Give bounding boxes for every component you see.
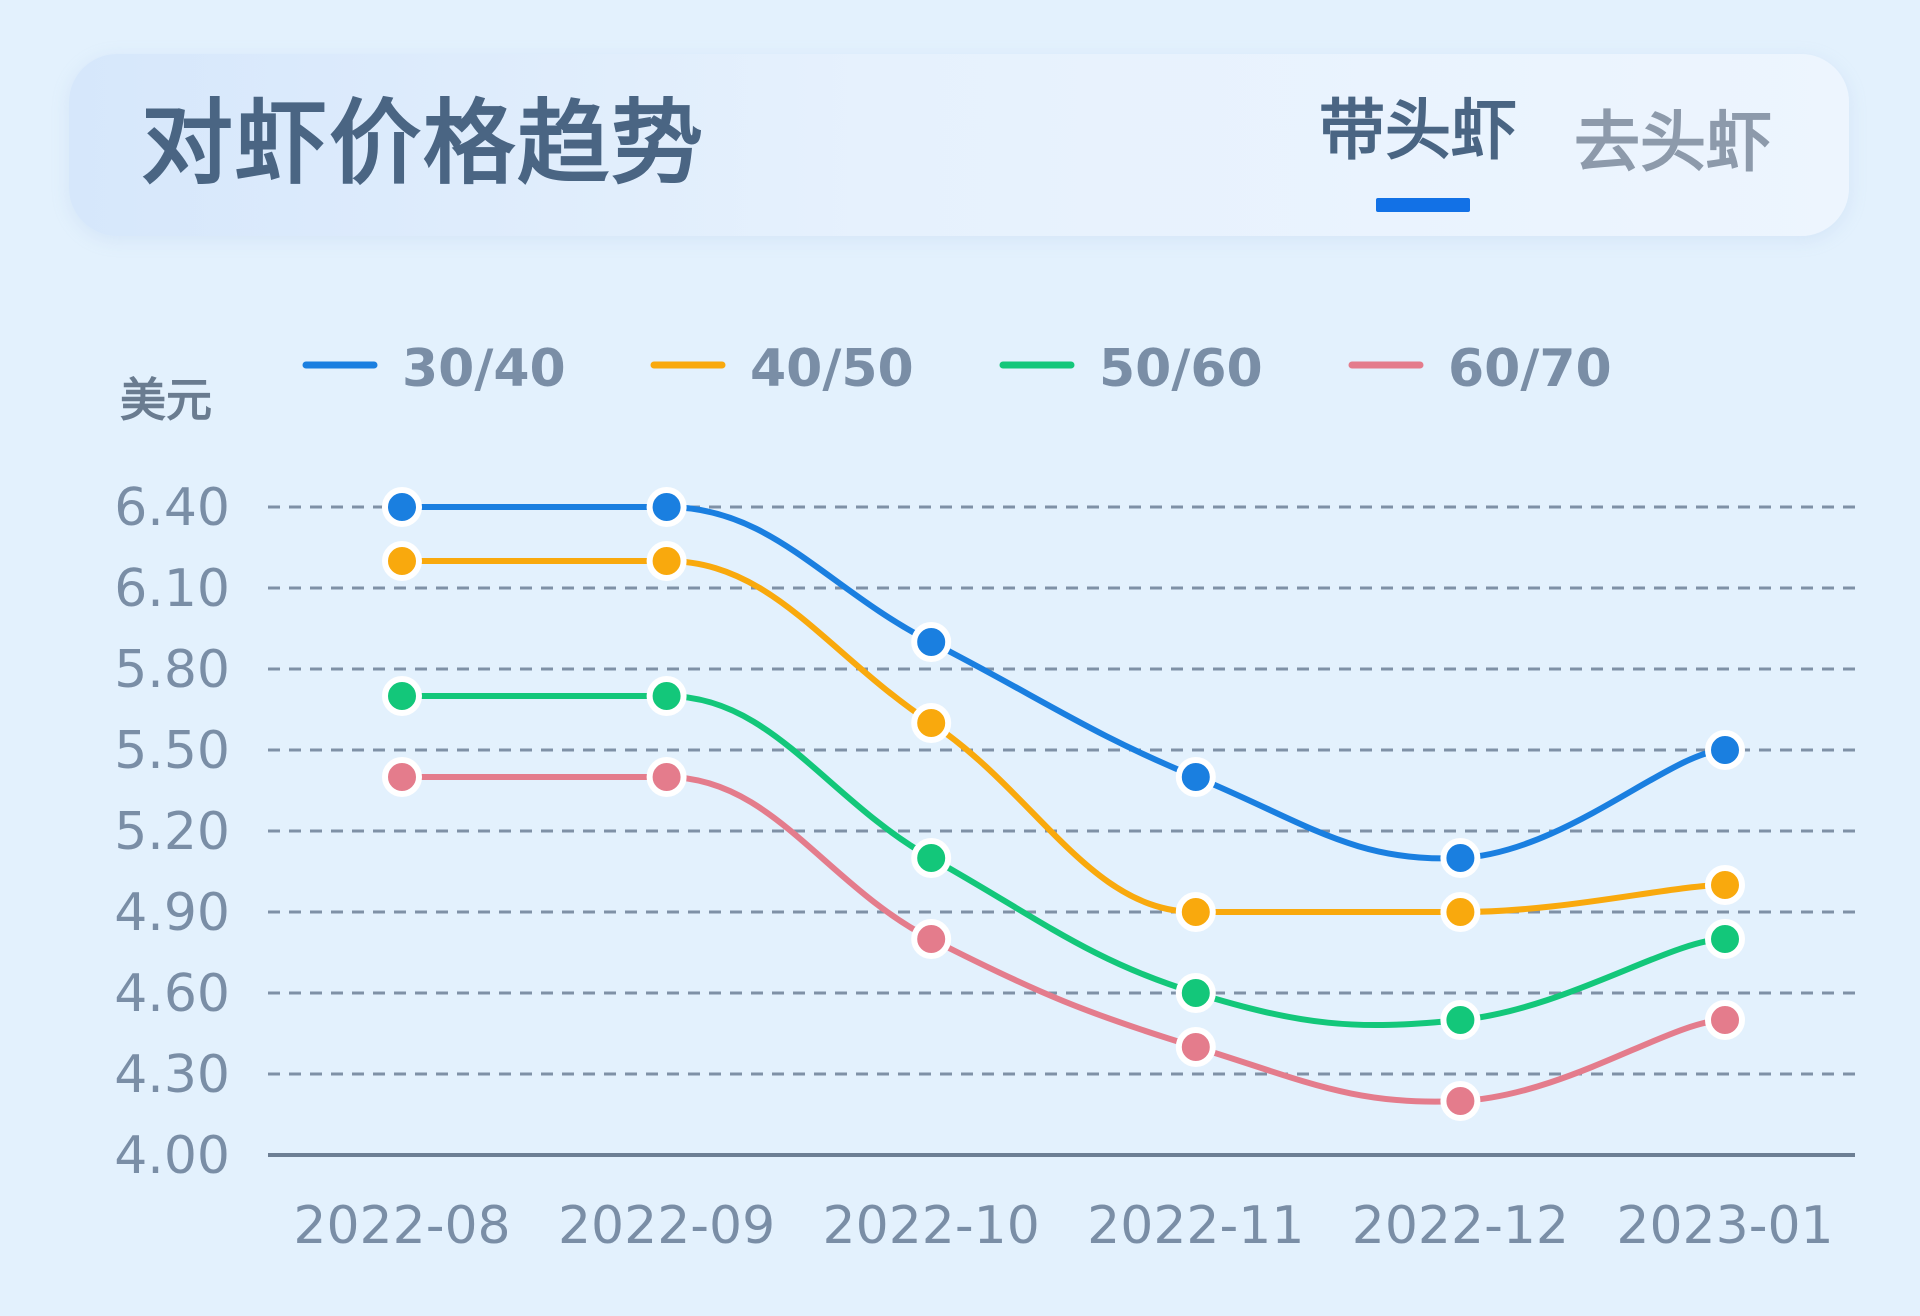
tab-headless-shrimp[interactable]: 去头虾 — [1574, 104, 1772, 181]
data-point[interactable] — [1440, 1081, 1481, 1121]
x-tick-label: 2023-01 — [1616, 1196, 1833, 1256]
legend-label[interactable]: 30/40 — [402, 339, 566, 399]
y-tick-label: 4.00 — [114, 1126, 230, 1186]
page-title: 对虾价格趋势 — [141, 90, 706, 197]
data-point[interactable] — [1175, 1027, 1216, 1067]
data-point[interactable] — [382, 757, 422, 797]
data-point[interactable] — [1440, 1000, 1481, 1040]
y-tick-label: 6.10 — [114, 559, 230, 619]
series-line — [399, 692, 1728, 1029]
data-point[interactable] — [382, 541, 422, 581]
y-axis-ticks: 4.00 4.30 4.60 4.90 5.20 5.50 5.80 6.10 6.40 — [114, 478, 230, 1186]
y-tick-label: 5.50 — [114, 721, 230, 781]
data-point[interactable] — [646, 487, 687, 527]
x-tick-label: 2022-09 — [558, 1196, 775, 1256]
data-point[interactable] — [1705, 730, 1745, 770]
series-line — [399, 773, 1728, 1105]
data-point[interactable] — [382, 487, 422, 527]
data-point[interactable] — [911, 703, 952, 743]
data-point[interactable] — [1440, 892, 1481, 932]
gridlines — [268, 505, 1855, 1157]
y-tick-label: 4.30 — [114, 1045, 230, 1105]
y-axis-unit-label: 美元 — [120, 373, 212, 427]
data-point[interactable] — [1175, 757, 1216, 797]
data-point[interactable] — [911, 622, 952, 662]
series-line — [399, 503, 1728, 862]
series-points — [382, 487, 1745, 1121]
x-tick-label: 2022-10 — [823, 1196, 1040, 1256]
data-point[interactable] — [646, 541, 687, 581]
y-tick-label: 4.60 — [114, 964, 230, 1024]
y-tick-label: 4.90 — [114, 883, 230, 943]
x-tick-label: 2022-12 — [1352, 1196, 1569, 1256]
legend-label[interactable]: 50/60 — [1099, 339, 1263, 399]
y-tick-label: 6.40 — [114, 478, 230, 538]
tab-with-head-shrimp[interactable]: 带头虾 — [1319, 92, 1517, 169]
legend-label[interactable]: 60/70 — [1448, 339, 1612, 399]
data-point[interactable] — [1175, 892, 1216, 932]
data-point[interactable] — [1705, 865, 1745, 905]
data-point[interactable] — [1440, 838, 1481, 878]
data-point[interactable] — [911, 838, 952, 878]
data-point[interactable] — [1705, 1000, 1745, 1040]
data-point[interactable] — [382, 676, 422, 716]
data-point[interactable] — [646, 757, 687, 797]
active-tab-indicator — [1376, 198, 1470, 212]
x-tick-label: 2022-08 — [293, 1196, 510, 1256]
legend-label[interactable]: 40/50 — [750, 339, 914, 399]
data-point[interactable] — [1175, 973, 1216, 1013]
x-axis-ticks: 2022-08 2022-09 2022-10 2022-11 2022-12 2023-… — [293, 1196, 1833, 1256]
legend: 30/40 40/50 50/60 60/70 — [302, 339, 1612, 399]
x-tick-label: 2022-11 — [1087, 1196, 1304, 1256]
series-lines — [399, 503, 1728, 1105]
y-tick-label: 5.80 — [114, 640, 230, 700]
header-bar: 对虾价格趋势 带头虾 去头虾 — [69, 54, 1849, 236]
series-line — [399, 557, 1728, 916]
y-tick-label: 5.20 — [114, 802, 230, 862]
data-point[interactable] — [646, 676, 687, 716]
data-point[interactable] — [1705, 919, 1745, 959]
data-point[interactable] — [911, 919, 952, 959]
